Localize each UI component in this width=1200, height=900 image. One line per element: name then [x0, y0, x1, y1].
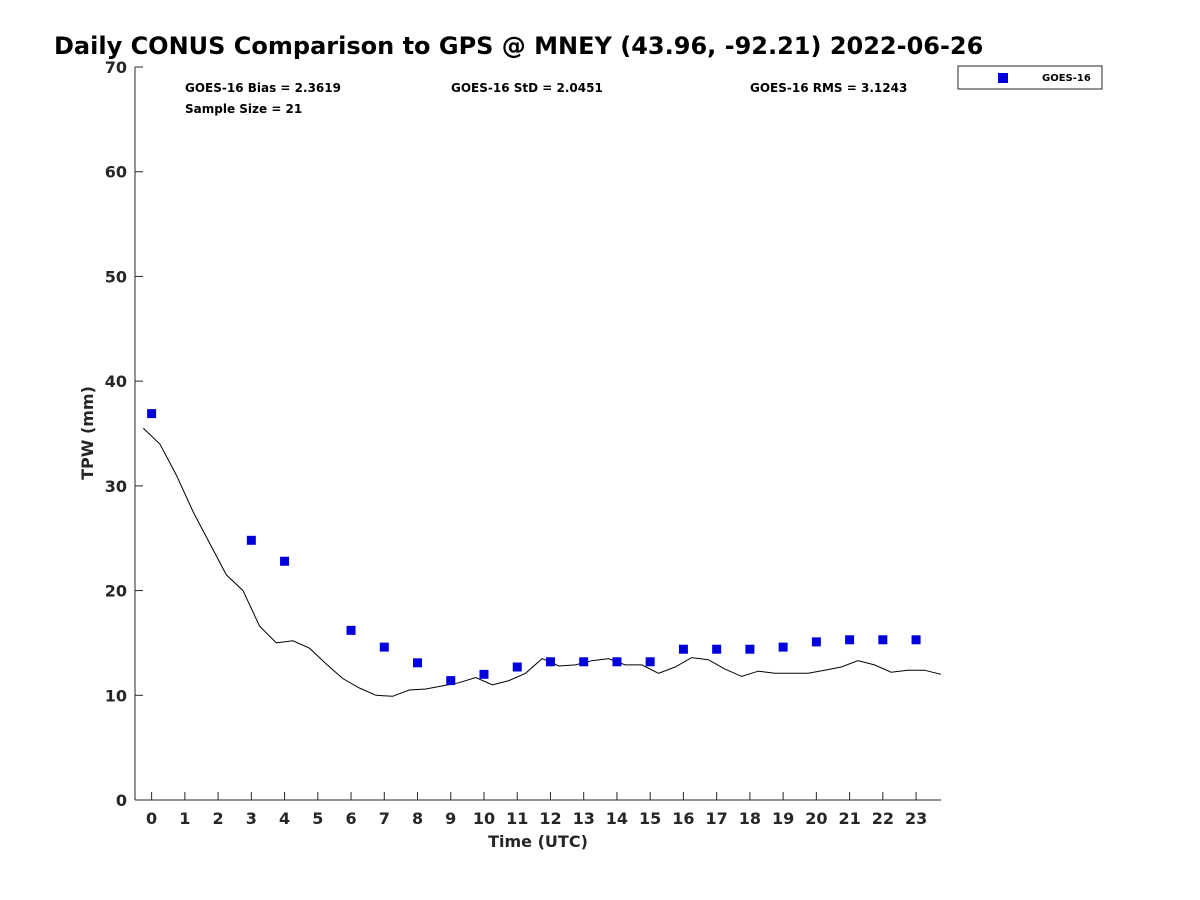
x-tick-label: 23	[905, 809, 927, 828]
x-tick-label: 22	[872, 809, 894, 828]
goes-16-point	[512, 662, 522, 672]
goes-16-point	[579, 657, 589, 667]
y-tick-label: 20	[105, 582, 127, 601]
x-tick-label: 4	[279, 809, 290, 828]
goes-16-point	[446, 676, 456, 686]
goes-16-point	[845, 635, 855, 645]
x-tick-label: 17	[706, 809, 728, 828]
y-axis-label: TPW (mm)	[78, 386, 97, 480]
goes-16-point	[346, 625, 356, 635]
y-tick-label: 0	[116, 791, 127, 810]
y-tick-label: 30	[105, 477, 127, 496]
goes-16-point	[911, 635, 921, 645]
goes-16-point	[745, 644, 755, 654]
goes-16-point	[246, 535, 256, 545]
goes-16-point	[379, 642, 389, 652]
goes-16-point	[479, 669, 489, 679]
x-tick-label: 5	[312, 809, 323, 828]
x-axis-label: Time (UTC)	[488, 832, 588, 851]
goes-16-point	[413, 658, 423, 668]
x-tick-label: 12	[539, 809, 561, 828]
x-tick-label: 14	[606, 809, 628, 828]
goes-16-point	[778, 642, 788, 652]
y-tick-label: 10	[105, 686, 127, 705]
y-axis-ticks: 0 10 20 30 40 50 60 70	[105, 58, 143, 810]
goes-16-point	[678, 644, 688, 654]
x-tick-label: 13	[573, 809, 595, 828]
y-tick-label: 50	[105, 267, 127, 286]
goes-16-point	[612, 657, 622, 667]
bias-stat: GOES-16 Bias = 2.3619	[185, 81, 341, 95]
x-tick-label: 20	[805, 809, 827, 828]
goes-16-point	[545, 657, 555, 667]
x-tick-label: 2	[213, 809, 224, 828]
sample-size-stat: Sample Size = 21	[185, 102, 302, 116]
x-axis-ticks: 0 1 2 3 4 5 6 7 8 9 10 11 12 13 14 15 16 17 18 19 20 21 22 23	[146, 792, 927, 828]
goes-16-point	[645, 657, 655, 667]
x-tick-label: 11	[506, 809, 528, 828]
y-tick-label: 60	[105, 163, 127, 182]
legend-label: GOES-16	[1042, 73, 1091, 84]
legend: GOES-16	[957, 65, 1103, 90]
legend-box	[957, 65, 1103, 90]
x-tick-label: 8	[412, 809, 423, 828]
x-tick-label: 3	[246, 809, 257, 828]
x-tick-label: 6	[345, 809, 356, 828]
x-tick-label: 21	[838, 809, 860, 828]
goes-16-point	[811, 637, 821, 647]
x-tick-label: 19	[772, 809, 794, 828]
legend-marker	[998, 73, 1008, 83]
y-tick-label: 40	[105, 372, 127, 391]
x-tick-label: 9	[445, 809, 456, 828]
x-tick-label: 18	[739, 809, 761, 828]
goes-16-point	[878, 635, 888, 645]
x-tick-label: 16	[672, 809, 694, 828]
std-stat: GOES-16 StD = 2.0451	[451, 81, 603, 95]
goes-16-point	[280, 556, 290, 566]
rms-stat: GOES-16 RMS = 3.1243	[750, 81, 907, 95]
gps-series-line	[142, 427, 942, 697]
x-tick-label: 0	[146, 809, 157, 828]
goes-16-point	[147, 409, 157, 419]
y-tick-label: 70	[105, 58, 127, 77]
x-tick-label: 10	[473, 809, 495, 828]
plot-area	[135, 67, 941, 800]
x-tick-label: 7	[379, 809, 390, 828]
goes-16-point	[712, 644, 722, 654]
chart-title: Daily CONUS Comparison to GPS @ MNEY (43…	[54, 32, 983, 60]
x-tick-label: 1	[179, 809, 190, 828]
x-tick-label: 15	[639, 809, 661, 828]
goes-16-points	[147, 409, 921, 686]
